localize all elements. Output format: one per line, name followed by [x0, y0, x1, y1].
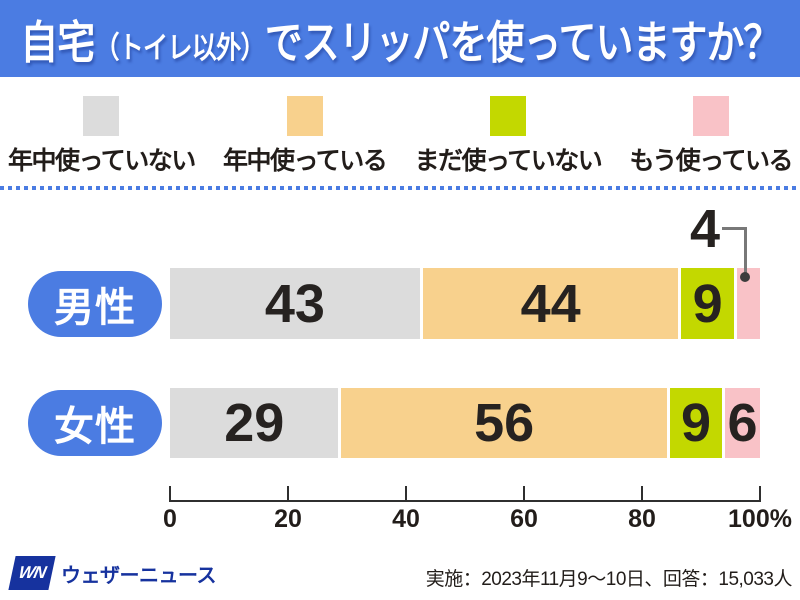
title-parenthetical: （トイレ以外） [93, 32, 265, 65]
x-axis-tick-label-3: 60 [510, 505, 538, 533]
legend-swatch-2 [489, 96, 526, 136]
legend-item-3: もう使っている [629, 96, 793, 177]
title-main-1: 自宅 [19, 17, 95, 68]
weathernews-logo: WN ウェザーニュース [8, 556, 217, 590]
logo-text: ウェザーニュース [61, 564, 217, 587]
dotted-divider [0, 186, 800, 190]
legend-swatch-3 [692, 96, 729, 136]
bar-segment [736, 268, 760, 339]
legend-item-2: まだ使っていない [414, 96, 603, 177]
stacked-bar-male: 4 43 44 9 [170, 202, 760, 339]
legend-swatch-0 [83, 96, 120, 136]
x-axis [169, 486, 761, 502]
x-axis-tick-label-5: 100% [728, 505, 792, 533]
callout-line-horizontal [722, 227, 747, 230]
page-title: 自宅（トイレ以外）でスリッパを使っていますか？ [19, 6, 781, 71]
bar-segment: 29 [170, 388, 339, 458]
x-axis-labels: 0 20 40 60 80 100% [163, 505, 792, 537]
x-axis-tick-2 [405, 486, 407, 502]
x-axis-tick-3 [523, 486, 525, 502]
x-axis-tick-5 [759, 486, 761, 502]
footer: WN ウェザーニュース 実施：2023年11月9〜10日、回答：15,033人 [0, 552, 800, 600]
bar-segment: 56 [341, 388, 667, 458]
bar-row-female: 女性 29 56 9 6 [0, 388, 800, 458]
x-axis-tick-label-0: 0 [163, 505, 177, 533]
legend-item-0: 年中使っていない [8, 96, 196, 177]
x-axis-line [170, 500, 760, 502]
x-axis-tick-label-1: 20 [274, 505, 302, 533]
x-axis-tick-label-2: 40 [392, 505, 420, 533]
chart-legend: 年中使っていない 年中使っている まだ使っていない もう使っている [0, 96, 800, 177]
wn-logo-icon: WN [8, 556, 56, 590]
bar-segment: 43 [170, 268, 420, 339]
bar-segment: 6 [725, 388, 760, 458]
x-axis-tick-label-4: 80 [628, 505, 656, 533]
stacked-bar-female: 29 56 9 6 [170, 388, 760, 458]
x-axis-tick-1 [287, 486, 289, 502]
x-axis-tick-0 [169, 486, 171, 502]
bar-row-male: 男性 4 43 44 9 [0, 202, 800, 339]
legend-swatch-1 [286, 96, 323, 136]
legend-label-3: もう使っている [629, 147, 793, 175]
title-bar: 自宅（トイレ以外）でスリッパを使っていますか？ [0, 0, 800, 77]
bar-segment: 44 [422, 268, 679, 339]
legend-label-1: 年中使っている [222, 147, 388, 175]
title-main-2: でスリッパを使っていますか？ [264, 17, 781, 68]
callout-value: 4 [690, 199, 721, 259]
legend-item-1: 年中使っている [222, 96, 388, 177]
category-pill-female: 女性 [28, 390, 162, 456]
bar-segment: 9 [669, 388, 723, 458]
legend-label-0: 年中使っていない [8, 147, 196, 175]
x-axis-tick-4 [641, 486, 643, 502]
category-pill-male: 男性 [28, 270, 162, 337]
bar-segment: 9 [681, 268, 734, 339]
legend-label-2: まだ使っていない [414, 147, 602, 175]
survey-info-caption: 実施：2023年11月9〜10日、回答：15,033人 [425, 569, 793, 590]
